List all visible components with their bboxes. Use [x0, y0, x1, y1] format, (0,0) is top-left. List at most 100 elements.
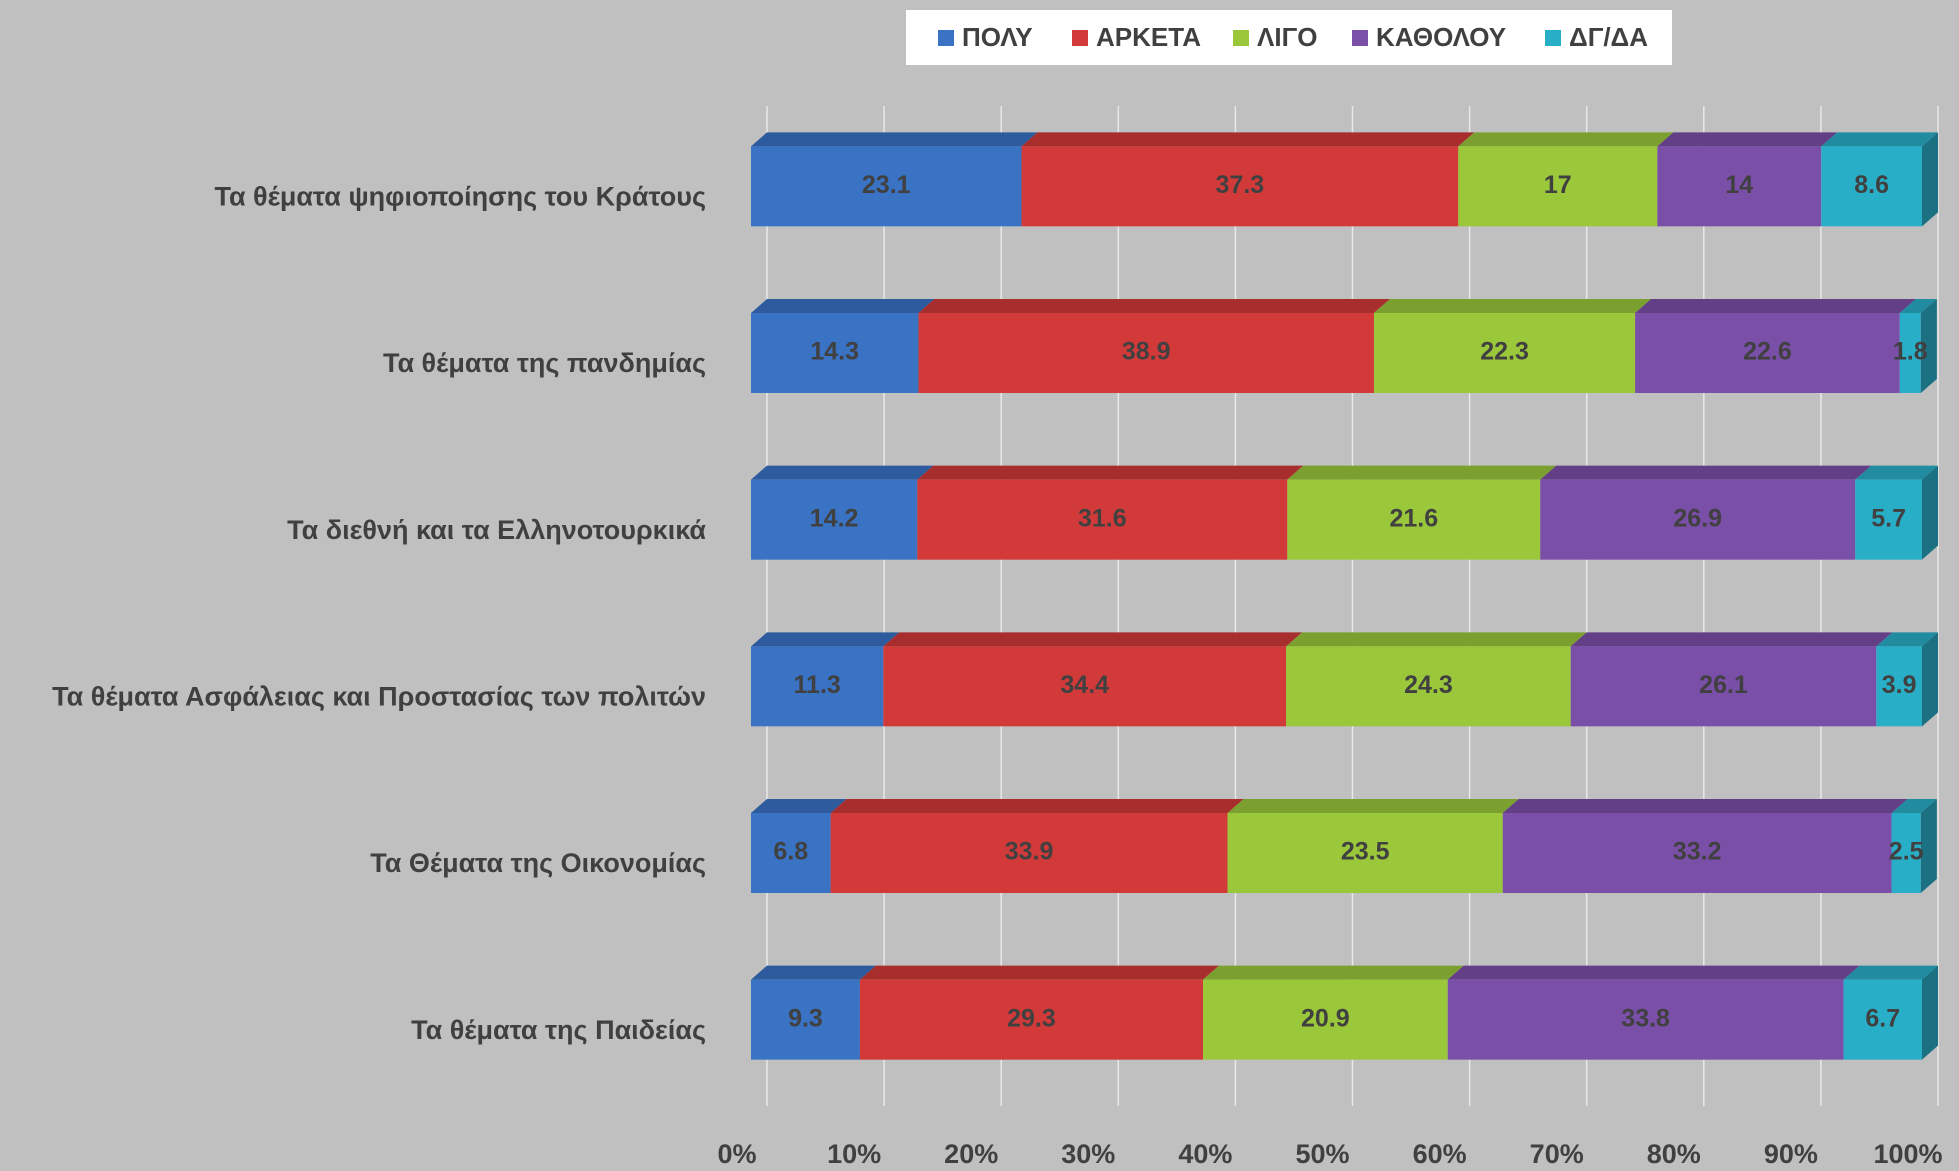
- bar-top: [1373, 299, 1652, 313]
- legend-label: ΑΡΚΕΤΑ: [1096, 22, 1201, 52]
- x-tick-label: 40%: [1178, 1139, 1232, 1169]
- bar-top: [1286, 632, 1587, 647]
- bar: [751, 146, 1022, 227]
- bar-end: [1922, 132, 1938, 227]
- bar: [859, 979, 1204, 1060]
- bar-top: [1502, 799, 1908, 813]
- category-label: Τα θέματα της Παιδείας: [411, 1015, 706, 1045]
- bar-top: [859, 965, 1220, 980]
- bar: [751, 479, 918, 560]
- bar: [1899, 313, 1921, 393]
- value-label: 33.2: [1673, 838, 1722, 866]
- bar: [1502, 813, 1892, 893]
- bar-top: [1635, 299, 1916, 313]
- bar-top: [751, 965, 876, 980]
- bar: [1821, 146, 1922, 227]
- value-label: 21.6: [1389, 504, 1438, 532]
- bar: [918, 313, 1374, 393]
- bar: [1447, 979, 1844, 1060]
- value-label: 29.3: [1007, 1004, 1056, 1032]
- x-tick-label: 20%: [944, 1139, 998, 1169]
- x-tick-label: 60%: [1413, 1139, 1467, 1169]
- category-label: Τα θέματα ψηφιοποίησης του Κράτους: [214, 181, 706, 211]
- value-label: 33.9: [1005, 838, 1054, 866]
- value-label: 20.9: [1301, 1004, 1350, 1032]
- bar: [1203, 979, 1448, 1060]
- category-label: Τα Θέματα της Οικονομίας: [370, 848, 706, 878]
- x-tick-label: 80%: [1647, 1139, 1701, 1169]
- bar: [751, 646, 884, 727]
- legend-swatch: [1545, 30, 1561, 46]
- bar: [883, 646, 1287, 727]
- bar-top: [830, 799, 1244, 813]
- x-tick-label: 70%: [1530, 1139, 1584, 1169]
- bar: [917, 479, 1288, 560]
- bar: [1891, 813, 1921, 893]
- bar: [1635, 313, 1900, 393]
- value-label: 22.6: [1743, 338, 1792, 366]
- bar-top: [751, 799, 847, 813]
- x-tick-label: 10%: [827, 1139, 881, 1169]
- bar: [1287, 479, 1541, 560]
- bar-top: [1447, 965, 1860, 980]
- bar: [751, 813, 831, 893]
- bar: [1540, 479, 1856, 560]
- value-label: 14.3: [810, 338, 859, 366]
- value-label: 17: [1544, 171, 1572, 199]
- bar-top: [1899, 299, 1937, 313]
- bar-top: [918, 299, 1390, 313]
- bar-top: [1570, 632, 1893, 647]
- bar-top: [1540, 465, 1872, 480]
- value-label: 5.7: [1871, 504, 1906, 532]
- bar: [1855, 479, 1922, 560]
- bar-top: [1876, 632, 1938, 647]
- value-label: 33.8: [1621, 1004, 1670, 1032]
- value-label: 34.4: [1060, 671, 1109, 699]
- legend-label: ΔΓ/ΔΑ: [1569, 22, 1648, 52]
- legend-swatch: [938, 30, 954, 46]
- bar-end: [1922, 965, 1938, 1060]
- value-label: 23.1: [862, 171, 911, 199]
- bar: [830, 813, 1228, 893]
- legend-box: [906, 10, 1672, 65]
- value-label: 1.8: [1893, 338, 1928, 366]
- bar: [1876, 646, 1922, 727]
- value-label: 23.5: [1341, 838, 1390, 866]
- bar: [751, 313, 919, 393]
- bar-top: [1021, 132, 1475, 147]
- value-label: 22.3: [1480, 338, 1529, 366]
- bar: [1286, 646, 1571, 727]
- legend-swatch: [1072, 30, 1088, 46]
- x-tick-label: 30%: [1061, 1139, 1115, 1169]
- x-tick-label: 0%: [717, 1139, 756, 1169]
- legend-label: ΚΑΘΟΛΟΥ: [1376, 22, 1506, 52]
- bar-top: [1203, 965, 1464, 980]
- value-label: 24.3: [1404, 671, 1453, 699]
- value-label: 8.6: [1854, 171, 1889, 199]
- legend-swatch: [1352, 30, 1368, 46]
- value-label: 3.9: [1882, 671, 1917, 699]
- legend-label: ΛΙΓΟ: [1257, 22, 1317, 52]
- bar: [1843, 979, 1922, 1060]
- value-label: 26.1: [1699, 671, 1748, 699]
- legend-label: ΠΟΛΥ: [962, 22, 1033, 52]
- bar: [1570, 646, 1877, 727]
- value-label: 14: [1725, 171, 1753, 199]
- x-tick-label: 50%: [1295, 1139, 1349, 1169]
- bar-top: [1891, 799, 1937, 813]
- value-label: 6.8: [773, 838, 808, 866]
- bar-top: [917, 465, 1304, 480]
- bar: [1657, 146, 1822, 227]
- bar-end: [1922, 465, 1938, 560]
- bar-top: [883, 632, 1303, 647]
- bar: [751, 979, 860, 1060]
- value-label: 26.9: [1673, 504, 1722, 532]
- bar-top: [1855, 465, 1938, 480]
- bar: [1373, 313, 1636, 393]
- bar-top: [751, 632, 900, 647]
- category-label: Τα θέματα Ασφάλειας και Προστασίας των π…: [52, 681, 706, 711]
- value-label: 11.3: [794, 671, 841, 699]
- category-label: Τα διεθνή και τα Ελληνοτουρκικά: [287, 515, 706, 545]
- value-label: 6.7: [1865, 1004, 1900, 1032]
